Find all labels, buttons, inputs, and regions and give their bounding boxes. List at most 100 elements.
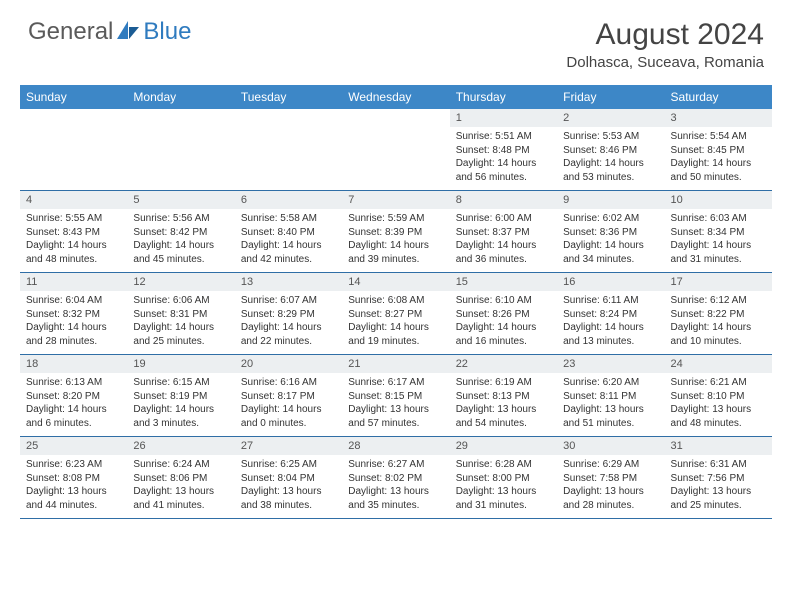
day-content: Sunrise: 6:13 AMSunset: 8:20 PMDaylight:… xyxy=(20,373,127,436)
sunset-line: Sunset: 8:27 PM xyxy=(348,308,443,322)
day-number: 31 xyxy=(665,437,772,455)
day-number: 6 xyxy=(235,191,342,209)
day-content: Sunrise: 5:59 AMSunset: 8:39 PMDaylight:… xyxy=(342,209,449,272)
sunrise-line: Sunrise: 6:27 AM xyxy=(348,458,443,472)
daylight-line: Daylight: 13 hours and 44 minutes. xyxy=(26,485,121,512)
sunrise-line: Sunrise: 6:04 AM xyxy=(26,294,121,308)
calendar-cell: 19Sunrise: 6:15 AMSunset: 8:19 PMDayligh… xyxy=(127,355,234,437)
calendar-row: 4Sunrise: 5:55 AMSunset: 8:43 PMDaylight… xyxy=(20,191,772,273)
calendar-cell: 11Sunrise: 6:04 AMSunset: 8:32 PMDayligh… xyxy=(20,273,127,355)
title-block: August 2024 Dolhasca, Suceava, Romania xyxy=(566,18,764,71)
sunrise-line: Sunrise: 6:23 AM xyxy=(26,458,121,472)
daylight-line: Daylight: 14 hours and 48 minutes. xyxy=(26,239,121,266)
sunrise-line: Sunrise: 5:54 AM xyxy=(671,130,766,144)
day-content: Sunrise: 6:19 AMSunset: 8:13 PMDaylight:… xyxy=(450,373,557,436)
daylight-line: Daylight: 13 hours and 28 minutes. xyxy=(563,485,658,512)
sunrise-line: Sunrise: 6:17 AM xyxy=(348,376,443,390)
daylight-line: Daylight: 13 hours and 54 minutes. xyxy=(456,403,551,430)
calendar-cell: 23Sunrise: 6:20 AMSunset: 8:11 PMDayligh… xyxy=(557,355,664,437)
sunset-line: Sunset: 8:17 PM xyxy=(241,390,336,404)
logo-text-general: General xyxy=(28,18,113,46)
day-content: Sunrise: 6:11 AMSunset: 8:24 PMDaylight:… xyxy=(557,291,664,354)
sunrise-line: Sunrise: 6:31 AM xyxy=(671,458,766,472)
calendar-cell: 3Sunrise: 5:54 AMSunset: 8:45 PMDaylight… xyxy=(665,109,772,191)
weekday-header-row: SundayMondayTuesdayWednesdayThursdayFrid… xyxy=(20,85,772,109)
calendar-cell: 14Sunrise: 6:08 AMSunset: 8:27 PMDayligh… xyxy=(342,273,449,355)
sunset-line: Sunset: 8:40 PM xyxy=(241,226,336,240)
sunrise-line: Sunrise: 5:59 AM xyxy=(348,212,443,226)
sunrise-line: Sunrise: 6:28 AM xyxy=(456,458,551,472)
day-content xyxy=(342,127,449,136)
weekday-header: Saturday xyxy=(665,85,772,109)
sunrise-line: Sunrise: 6:12 AM xyxy=(671,294,766,308)
sunrise-line: Sunrise: 6:19 AM xyxy=(456,376,551,390)
daylight-line: Daylight: 13 hours and 48 minutes. xyxy=(671,403,766,430)
sunset-line: Sunset: 8:10 PM xyxy=(671,390,766,404)
calendar-cell: 30Sunrise: 6:29 AMSunset: 7:58 PMDayligh… xyxy=(557,437,664,519)
day-content: Sunrise: 6:25 AMSunset: 8:04 PMDaylight:… xyxy=(235,455,342,518)
sunrise-line: Sunrise: 5:51 AM xyxy=(456,130,551,144)
day-content: Sunrise: 5:53 AMSunset: 8:46 PMDaylight:… xyxy=(557,127,664,190)
daylight-line: Daylight: 13 hours and 38 minutes. xyxy=(241,485,336,512)
day-content: Sunrise: 6:23 AMSunset: 8:08 PMDaylight:… xyxy=(20,455,127,518)
daylight-line: Daylight: 14 hours and 50 minutes. xyxy=(671,157,766,184)
sunrise-line: Sunrise: 6:15 AM xyxy=(133,376,228,390)
calendar-cell: 24Sunrise: 6:21 AMSunset: 8:10 PMDayligh… xyxy=(665,355,772,437)
calendar-cell: 4Sunrise: 5:55 AMSunset: 8:43 PMDaylight… xyxy=(20,191,127,273)
sunset-line: Sunset: 8:42 PM xyxy=(133,226,228,240)
sunrise-line: Sunrise: 6:16 AM xyxy=(241,376,336,390)
day-number: 8 xyxy=(450,191,557,209)
day-number: 23 xyxy=(557,355,664,373)
day-number: 7 xyxy=(342,191,449,209)
calendar-row: 11Sunrise: 6:04 AMSunset: 8:32 PMDayligh… xyxy=(20,273,772,355)
daylight-line: Daylight: 14 hours and 56 minutes. xyxy=(456,157,551,184)
page-title: August 2024 xyxy=(566,18,764,52)
day-number: 17 xyxy=(665,273,772,291)
day-content: Sunrise: 5:51 AMSunset: 8:48 PMDaylight:… xyxy=(450,127,557,190)
weekday-header: Sunday xyxy=(20,85,127,109)
day-content: Sunrise: 6:15 AMSunset: 8:19 PMDaylight:… xyxy=(127,373,234,436)
sunset-line: Sunset: 8:11 PM xyxy=(563,390,658,404)
day-content: Sunrise: 6:28 AMSunset: 8:00 PMDaylight:… xyxy=(450,455,557,518)
calendar-cell: 31Sunrise: 6:31 AMSunset: 7:56 PMDayligh… xyxy=(665,437,772,519)
sunset-line: Sunset: 8:36 PM xyxy=(563,226,658,240)
weekday-header: Thursday xyxy=(450,85,557,109)
calendar-cell: 29Sunrise: 6:28 AMSunset: 8:00 PMDayligh… xyxy=(450,437,557,519)
daylight-line: Daylight: 13 hours and 51 minutes. xyxy=(563,403,658,430)
day-content: Sunrise: 5:58 AMSunset: 8:40 PMDaylight:… xyxy=(235,209,342,272)
sunset-line: Sunset: 8:37 PM xyxy=(456,226,551,240)
daylight-line: Daylight: 13 hours and 57 minutes. xyxy=(348,403,443,430)
day-number: 14 xyxy=(342,273,449,291)
day-content xyxy=(235,127,342,136)
sunrise-line: Sunrise: 6:25 AM xyxy=(241,458,336,472)
day-content: Sunrise: 6:02 AMSunset: 8:36 PMDaylight:… xyxy=(557,209,664,272)
calendar-cell xyxy=(235,109,342,191)
day-number: 16 xyxy=(557,273,664,291)
calendar-row: 1Sunrise: 5:51 AMSunset: 8:48 PMDaylight… xyxy=(20,109,772,191)
sail-icon xyxy=(115,19,141,46)
daylight-line: Daylight: 14 hours and 28 minutes. xyxy=(26,321,121,348)
daylight-line: Daylight: 14 hours and 36 minutes. xyxy=(456,239,551,266)
calendar-cell xyxy=(20,109,127,191)
logo-text-blue: Blue xyxy=(143,18,191,46)
day-number: 15 xyxy=(450,273,557,291)
day-number: 19 xyxy=(127,355,234,373)
day-number: 1 xyxy=(450,109,557,127)
sunrise-line: Sunrise: 6:06 AM xyxy=(133,294,228,308)
day-number: 27 xyxy=(235,437,342,455)
daylight-line: Daylight: 14 hours and 16 minutes. xyxy=(456,321,551,348)
daylight-line: Daylight: 14 hours and 31 minutes. xyxy=(671,239,766,266)
weekday-header: Tuesday xyxy=(235,85,342,109)
sunrise-line: Sunrise: 6:03 AM xyxy=(671,212,766,226)
calendar-cell: 7Sunrise: 5:59 AMSunset: 8:39 PMDaylight… xyxy=(342,191,449,273)
sunrise-line: Sunrise: 6:21 AM xyxy=(671,376,766,390)
sunrise-line: Sunrise: 5:56 AM xyxy=(133,212,228,226)
calendar-cell: 26Sunrise: 6:24 AMSunset: 8:06 PMDayligh… xyxy=(127,437,234,519)
day-number: 20 xyxy=(235,355,342,373)
daylight-line: Daylight: 14 hours and 34 minutes. xyxy=(563,239,658,266)
daylight-line: Daylight: 13 hours and 41 minutes. xyxy=(133,485,228,512)
calendar-cell: 6Sunrise: 5:58 AMSunset: 8:40 PMDaylight… xyxy=(235,191,342,273)
daylight-line: Daylight: 13 hours and 35 minutes. xyxy=(348,485,443,512)
calendar-cell: 18Sunrise: 6:13 AMSunset: 8:20 PMDayligh… xyxy=(20,355,127,437)
logo: General Blue xyxy=(28,18,191,46)
